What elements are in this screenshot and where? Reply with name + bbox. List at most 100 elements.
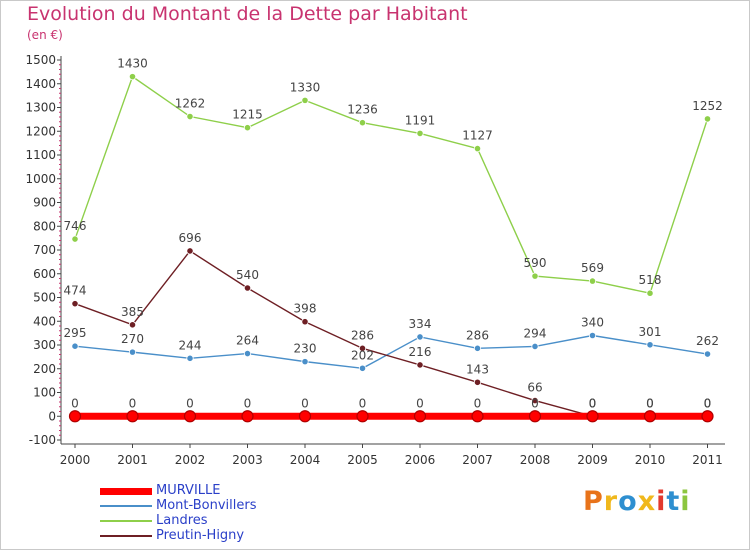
data-point (71, 300, 79, 308)
y-tick-label: 1100 (25, 148, 56, 162)
data-label: 1252 (692, 99, 723, 113)
data-label: 540 (236, 268, 259, 282)
logo-letter: o (618, 486, 638, 517)
data-point (358, 344, 367, 352)
logo-letter: i (656, 486, 667, 517)
y-tick-label: 1200 (25, 124, 56, 138)
data-label: 295 (64, 326, 87, 340)
data-label: 569 (581, 261, 604, 275)
data-point (241, 410, 254, 423)
data-point (186, 354, 194, 362)
data-label: 0 (359, 396, 367, 410)
data-label: 0 (474, 396, 482, 410)
x-tick-label: 2009 (577, 453, 608, 467)
x-tick-label: 2001 (117, 453, 148, 467)
data-point (301, 358, 309, 366)
data-label: 1191 (405, 113, 436, 127)
data-label: 0 (71, 396, 79, 410)
logo-letter: i (680, 486, 691, 517)
data-point (243, 124, 252, 132)
y-tick-label: 0 (48, 409, 56, 423)
data-label: 0 (129, 396, 137, 410)
legend-swatch (100, 487, 152, 495)
data-point (358, 119, 367, 127)
data-label: 286 (466, 328, 489, 342)
data-label: 202 (351, 348, 374, 362)
y-tick-label: 700 (33, 243, 56, 257)
legend-swatch (100, 520, 152, 522)
legend-swatch (100, 505, 152, 507)
data-point (703, 115, 712, 123)
data-label: 286 (351, 328, 374, 342)
data-label: 66 (527, 381, 542, 395)
data-point (416, 333, 424, 341)
data-point (703, 350, 712, 358)
series-line-preutin-higny (74, 250, 708, 417)
y-tick-label: 1500 (25, 53, 56, 67)
data-point (298, 410, 312, 423)
data-point (183, 410, 197, 423)
y-tick-label: 200 (33, 362, 56, 376)
data-label: 385 (121, 305, 144, 319)
x-tick-label: 2005 (347, 453, 378, 467)
data-point (416, 129, 424, 137)
data-label: 590 (524, 256, 547, 270)
legend-label: MURVILLE (156, 483, 221, 498)
logo-letter: t (666, 486, 681, 517)
data-label: 0 (646, 396, 654, 410)
data-point (128, 73, 137, 81)
data-label: 0 (416, 396, 424, 410)
data-point (243, 284, 252, 292)
data-point (128, 348, 137, 356)
x-tick-label: 2008 (520, 453, 551, 467)
series-line-landres (74, 75, 709, 295)
data-label: 746 (64, 219, 87, 233)
data-label: 301 (639, 325, 662, 339)
data-label: 270 (121, 332, 144, 346)
y-tick-label: 600 (33, 267, 56, 281)
data-label: 1430 (117, 57, 148, 71)
data-label: 1330 (290, 80, 321, 94)
data-point (473, 144, 482, 153)
data-label: 244 (179, 338, 202, 352)
data-point (588, 277, 597, 285)
data-label: 230 (294, 342, 317, 356)
data-point (531, 272, 539, 280)
data-label: 0 (186, 396, 194, 410)
data-label: 398 (294, 302, 317, 316)
data-label: 0 (589, 396, 597, 410)
y-tick-label: 800 (33, 219, 56, 233)
x-tick-label: 2002 (175, 453, 206, 467)
y-tick-label: 1400 (25, 77, 56, 91)
data-label: 340 (581, 316, 604, 330)
data-point (588, 331, 597, 340)
data-label: 0 (244, 396, 252, 410)
data-point (301, 96, 309, 104)
data-label: 474 (64, 284, 87, 298)
series-line-mont-bonvillers (74, 334, 708, 369)
chart-title: Evolution du Montant de la Dette par Hab… (27, 3, 468, 25)
data-point (71, 342, 79, 350)
data-point (186, 247, 194, 255)
data-label: 1262 (175, 97, 206, 111)
y-tick-label: 500 (33, 291, 56, 305)
x-tick-label: 2003 (232, 453, 263, 467)
proxiti-logo: Proxiti (583, 486, 691, 517)
data-label: 0 (704, 396, 712, 410)
data-label: 334 (409, 317, 432, 331)
data-point (301, 318, 309, 326)
data-label: 1127 (462, 129, 493, 143)
logo-letter: r (603, 486, 619, 517)
data-point (586, 410, 599, 423)
data-point (68, 410, 82, 423)
data-point (531, 396, 539, 405)
y-tick-label: 1300 (25, 101, 56, 115)
x-tick-label: 2010 (635, 453, 666, 467)
y-tick-label: 1000 (25, 172, 56, 186)
data-point (471, 410, 484, 423)
chart-subtitle: (en €) (27, 28, 63, 42)
data-point (646, 341, 654, 349)
data-label: 262 (696, 334, 719, 348)
